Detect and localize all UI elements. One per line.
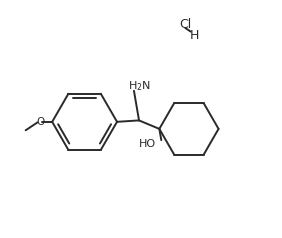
- Text: H: H: [190, 29, 199, 42]
- Text: O: O: [36, 117, 45, 127]
- Text: Cl: Cl: [179, 18, 191, 31]
- Text: HO: HO: [138, 139, 156, 149]
- Text: H$_2$N: H$_2$N: [128, 79, 151, 93]
